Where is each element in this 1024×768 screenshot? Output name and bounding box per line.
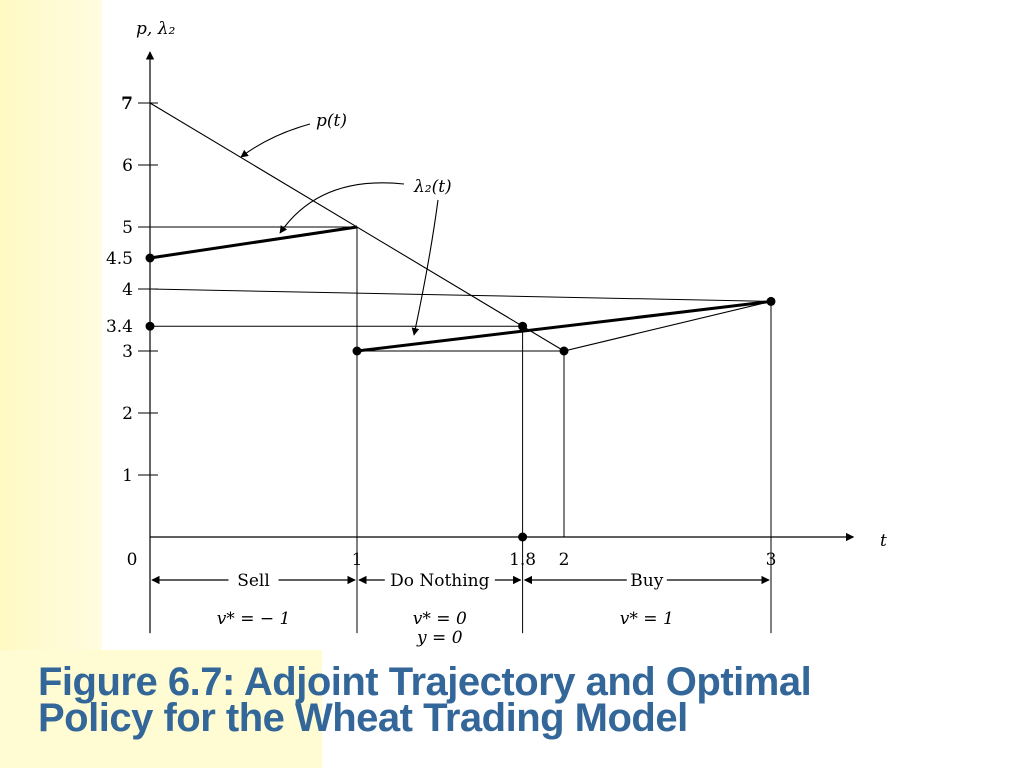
data-point-0 xyxy=(145,253,155,263)
region-label-0: Sell xyxy=(237,571,270,591)
region-label-1: Do Nothing xyxy=(390,571,490,591)
policy-regions: Sell v* = − 1 Do Nothing v* = 0y = 0 Buy v* =… xyxy=(151,567,770,648)
region-policy-1: v* = 0 xyxy=(413,609,467,629)
y-tick-label-4: 4 xyxy=(122,280,133,300)
lambda-label-pointer-upper xyxy=(279,182,405,234)
data-points xyxy=(145,253,776,542)
y-tick-label-2: 2 xyxy=(122,404,133,424)
caption-line-1: Figure 6.7: Adjoint Trajectory and Optim… xyxy=(38,660,812,704)
y-axis-title: p, λ₂ xyxy=(136,19,175,39)
y-tick-label-4.5: 4.5 xyxy=(106,249,133,269)
reference-line-1 xyxy=(149,288,772,302)
region-policy-0: v* = − 1 xyxy=(217,609,291,629)
y-tick-label-6: 6 xyxy=(122,156,133,176)
region-label-bg-0 xyxy=(228,567,279,591)
region-label-2: Buy xyxy=(630,571,663,591)
slide-background-bottom xyxy=(0,650,322,768)
slide-background-left xyxy=(0,0,102,768)
y-tick-label-1: 1 xyxy=(122,466,133,486)
x-axis-title: t xyxy=(880,531,887,551)
annotations: p, λ₂ t p(t) λ₂(t) xyxy=(136,19,887,551)
lambda-label-pointer-lower xyxy=(411,199,439,336)
x-tick-label-0: 0 xyxy=(127,550,138,570)
series-line-lambda-segment-1 xyxy=(356,299,772,353)
data-point-5 xyxy=(766,296,776,306)
region-policy-2: v* = 1 xyxy=(620,609,674,629)
region-label-bg-1 xyxy=(384,567,495,591)
y-tick-label-5: 5 xyxy=(122,218,133,238)
caption-line-2: Policy for the Wheat Trading Model xyxy=(38,696,688,740)
y-tick-label-3: 3 xyxy=(122,342,133,362)
figure-caption: Figure 6.7: Adjoint Trajectory and Optim… xyxy=(38,660,998,740)
data-point-2 xyxy=(352,346,362,356)
x-tick-label-2: 2 xyxy=(559,550,570,570)
p-label-pointer xyxy=(240,123,311,158)
x-tick-label-1: 1 xyxy=(352,550,363,570)
x-tick-label-3: 3 xyxy=(766,550,777,570)
series-line-lambda-segment-0 xyxy=(149,225,358,260)
region-label-bg-2 xyxy=(626,567,667,591)
series-label-p: p(t) xyxy=(316,111,347,131)
axes: 1 2 3 3.4 4 4.5 5 6 7 0 1 1.8 2 3 xyxy=(106,51,855,634)
region-extra-1: y = 0 xyxy=(416,628,463,648)
data-point-3 xyxy=(518,321,528,331)
data-point-6 xyxy=(518,532,528,542)
data-point-1 xyxy=(145,321,155,331)
series-label-lambda: λ₂(t) xyxy=(413,177,452,197)
y-tick-label-3.4: 3.4 xyxy=(106,317,133,337)
y-tick-label-7: 7 xyxy=(121,94,133,114)
data-point-4 xyxy=(559,346,569,356)
x-tick-label-1.8: 1.8 xyxy=(509,550,536,570)
